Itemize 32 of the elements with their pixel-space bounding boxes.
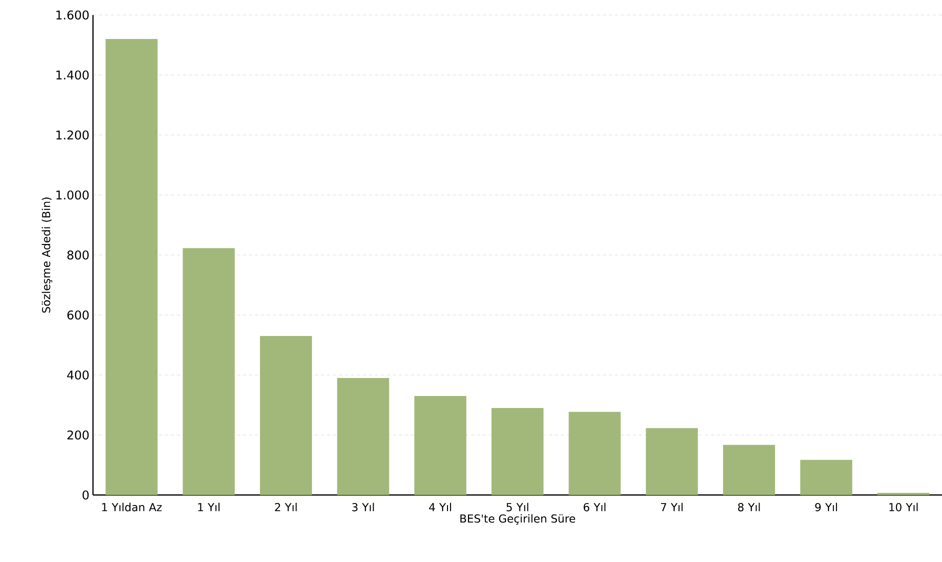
bar — [800, 460, 852, 495]
x-tick-label: 4 Yıl — [429, 502, 452, 512]
bar — [260, 336, 312, 495]
x-tick-label: 6 Yıl — [584, 502, 606, 512]
bar — [492, 408, 544, 495]
x-tick-label: 9 Yıl — [815, 502, 837, 512]
bar — [337, 378, 390, 495]
y-tick-label: 600 — [67, 310, 89, 320]
y-tick-label: 1.400 — [56, 70, 89, 80]
y-tick-label: 800 — [67, 250, 89, 260]
x-tick-label: 3 Yıl — [352, 502, 374, 512]
x-tick-label: 10 Yıl — [889, 502, 918, 512]
bar — [106, 38, 158, 495]
y-tick-label: 0 — [82, 490, 89, 500]
x-tick-label: 5 Yıl — [506, 502, 528, 512]
x-tick-label: 2 Yıl — [275, 502, 297, 512]
bar — [414, 396, 466, 495]
bar — [568, 412, 621, 495]
y-tick-label: 1.600 — [56, 10, 89, 20]
bar — [646, 428, 698, 495]
y-tick-label: 400 — [67, 370, 89, 380]
y-axis-title: Sözleşme Adedi (Bin) — [42, 198, 52, 313]
bar — [723, 444, 776, 495]
bar — [182, 248, 235, 495]
y-tick-label: 1.000 — [56, 190, 89, 200]
x-tick-label: 8 Yıl — [738, 502, 760, 512]
x-axis-title: BES'te Geçirilen Süre — [460, 514, 576, 525]
x-tick-label: 1 Yıl — [198, 502, 220, 512]
x-tick-label: 1 Yıldan Az — [102, 502, 162, 512]
y-tick-label: 1.200 — [56, 130, 89, 140]
y-tick-label: 200 — [67, 430, 89, 440]
x-tick-label: 7 Yıl — [661, 502, 683, 512]
